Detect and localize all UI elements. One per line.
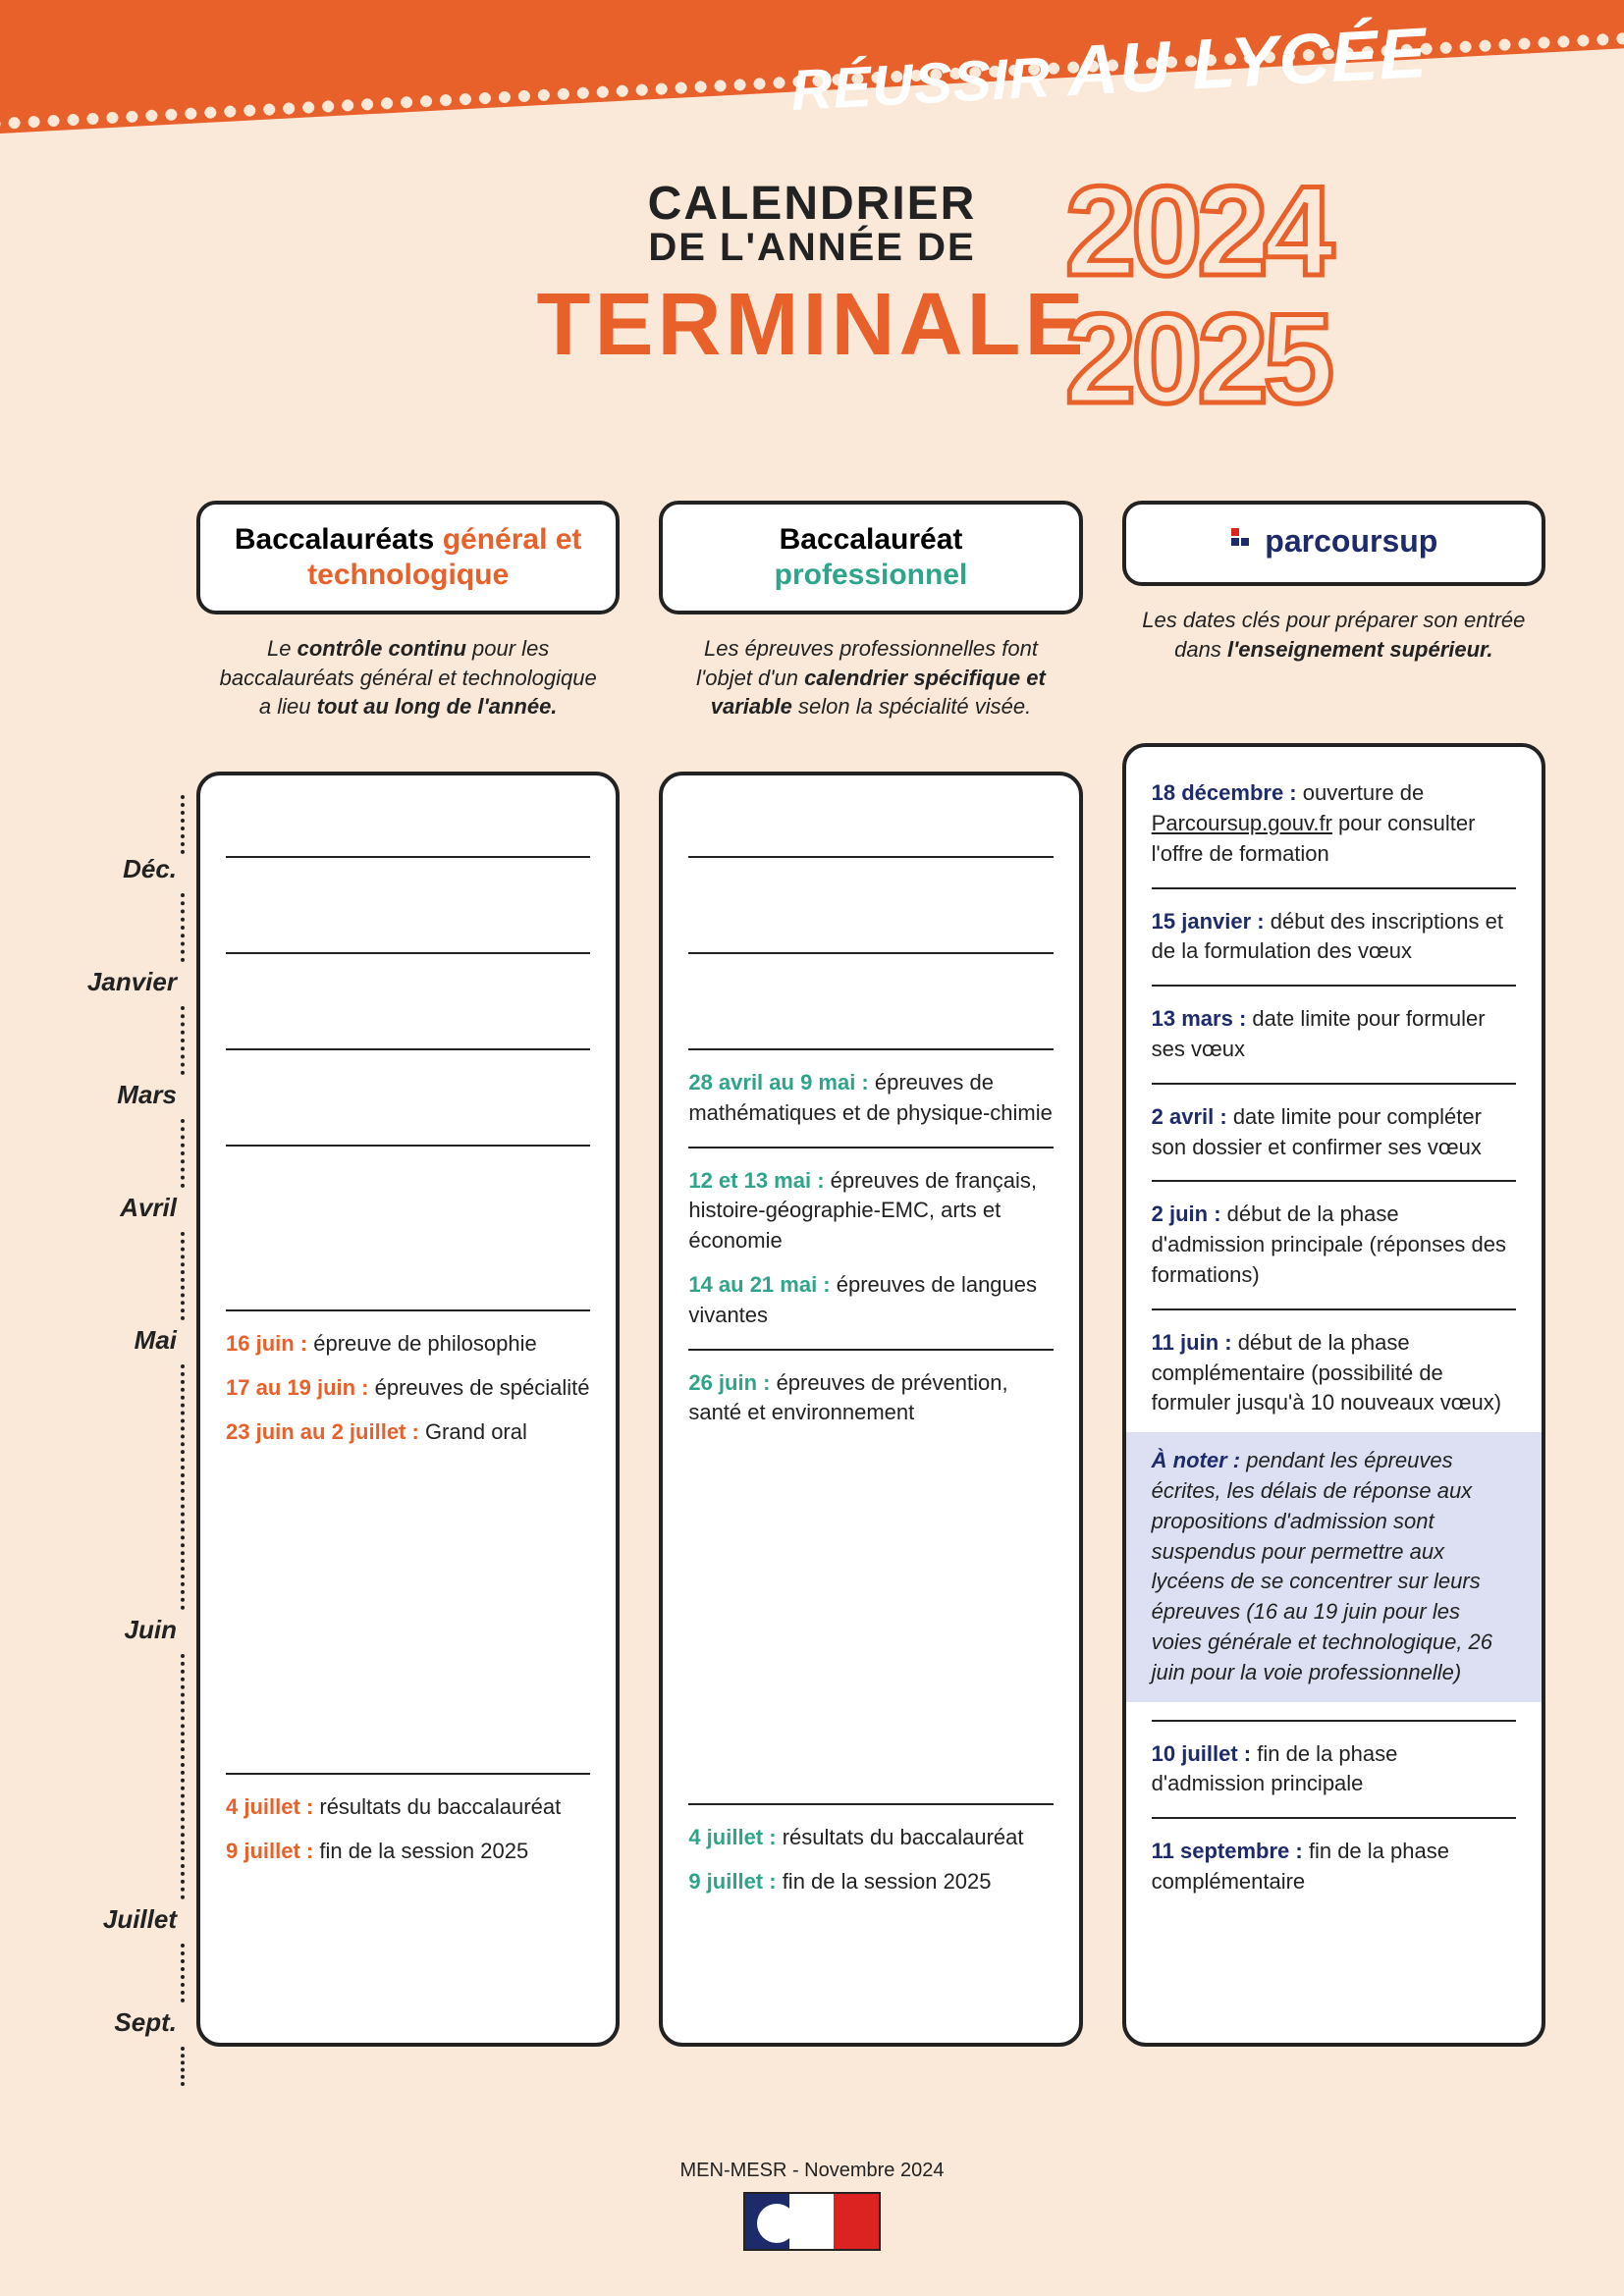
col-intro-bac-gt: Le contrôle continu pour les baccalauréa… [196, 634, 620, 752]
footer-text: MEN-MESR - Novembre 2024 [0, 2160, 1624, 2182]
parcoursup-logo: parcoursup [1229, 522, 1437, 560]
entry: 28 avril au 9 mai : épreuves de mathémat… [688, 1068, 1053, 1129]
col-header-accent: professionnel [775, 559, 968, 591]
col-header-parcoursup: parcoursup [1122, 501, 1545, 586]
entry: 26 juin : épreuves de prévention, santé … [688, 1368, 1053, 1429]
col-body-bac-pro: 28 avril au 9 mai : épreuves de mathémat… [659, 772, 1082, 2047]
col-header-plain: Baccalauréat [780, 523, 963, 556]
note-box: À noter : pendant les épreuves écrites, … [1126, 1432, 1542, 1701]
entry: 10 juillet : fin de la phase d'admission… [1152, 1739, 1516, 1800]
month-label: Juillet [49, 1904, 177, 1935]
entry: 14 au 21 mai : épreuves de langues vivan… [688, 1270, 1053, 1331]
month-label: Déc. [49, 854, 177, 884]
column-parcoursup: parcoursup Les dates clés pour préparer … [1122, 501, 1545, 2047]
entry: 2 avril : date limite pour compléter son… [1152, 1102, 1516, 1163]
year-2025: 2025 [1065, 285, 1329, 432]
month-label: Mai [49, 1325, 177, 1356]
entry: 15 janvier : début des inscriptions et d… [1152, 907, 1516, 968]
parcoursup-link[interactable]: Parcoursup.gouv.fr [1152, 811, 1332, 835]
col-header-bac-gt: Baccalauréats général et technologique [196, 501, 620, 614]
entry: 9 juillet : fin de la session 2025 [688, 1867, 1053, 1897]
footer: MEN-MESR - Novembre 2024 [0, 2160, 1624, 2257]
month-label: Mars [49, 1080, 177, 1110]
entry: 11 septembre : fin de la phase complémen… [1152, 1837, 1516, 1897]
col-body-bac-gt: 16 juin : épreuve de philosophie 17 au 1… [196, 772, 620, 2047]
banner-text-2: AU LYCÉE [1065, 14, 1429, 111]
col-intro-parcoursup: Les dates clés pour préparer son entrée … [1122, 606, 1545, 723]
entry: 4 juillet : résultats du baccalauréat [688, 1823, 1053, 1853]
title-terminale: TERMINALE [0, 275, 1624, 376]
entry: 9 juillet : fin de la session 2025 [226, 1837, 590, 1867]
entry: 23 juin au 2 juillet : Grand oral [226, 1417, 590, 1448]
columns-container: Baccalauréats général et technologique L… [196, 501, 1545, 2047]
col-header-bac-pro: Baccalauréat professionnel [659, 501, 1082, 614]
entry: 4 juillet : résultats du baccalauréat [226, 1792, 590, 1823]
entry: 16 juin : épreuve de philosophie [226, 1329, 590, 1360]
col-body-parcoursup: 18 décembre : ouverture de Parcoursup.go… [1122, 743, 1545, 2047]
title-line1: CALENDRIER [0, 177, 1624, 231]
entry: 11 juin : début de la phase complémentai… [1152, 1328, 1516, 1418]
column-bac-pro: Baccalauréat professionnel Les épreuves … [659, 501, 1082, 2047]
entry: 17 au 19 juin : épreuves de spécialité [226, 1373, 590, 1404]
col-intro-bac-pro: Les épreuves professionnelles font l'obj… [659, 634, 1082, 752]
month-label: Janvier [49, 967, 177, 997]
column-bac-general-techno: Baccalauréats général et technologique L… [196, 501, 620, 2047]
entry: 2 juin : début de la phase d'admission p… [1152, 1200, 1516, 1290]
entry: 18 décembre : ouverture de Parcoursup.go… [1152, 778, 1516, 869]
month-label: Juin [49, 1615, 177, 1645]
title-line2: DE L'ANNÉE DE [0, 226, 1624, 270]
month-label: Avril [49, 1193, 177, 1223]
entry: 13 mars : date limite pour formuler ses … [1152, 1004, 1516, 1065]
month-label: Sept. [49, 2007, 177, 2038]
government-logo [743, 2192, 881, 2251]
banner-text-1: RÉUSSIR [789, 45, 1053, 123]
year-2024: 2024 [1065, 157, 1329, 304]
title-block: CALENDRIER DE L'ANNÉE DE TERMINALE [0, 177, 1624, 376]
parcoursup-icon [1229, 526, 1259, 556]
col-header-plain: Baccalauréats [235, 523, 443, 556]
entry: 12 et 13 mai : épreuves de français, his… [688, 1166, 1053, 1256]
